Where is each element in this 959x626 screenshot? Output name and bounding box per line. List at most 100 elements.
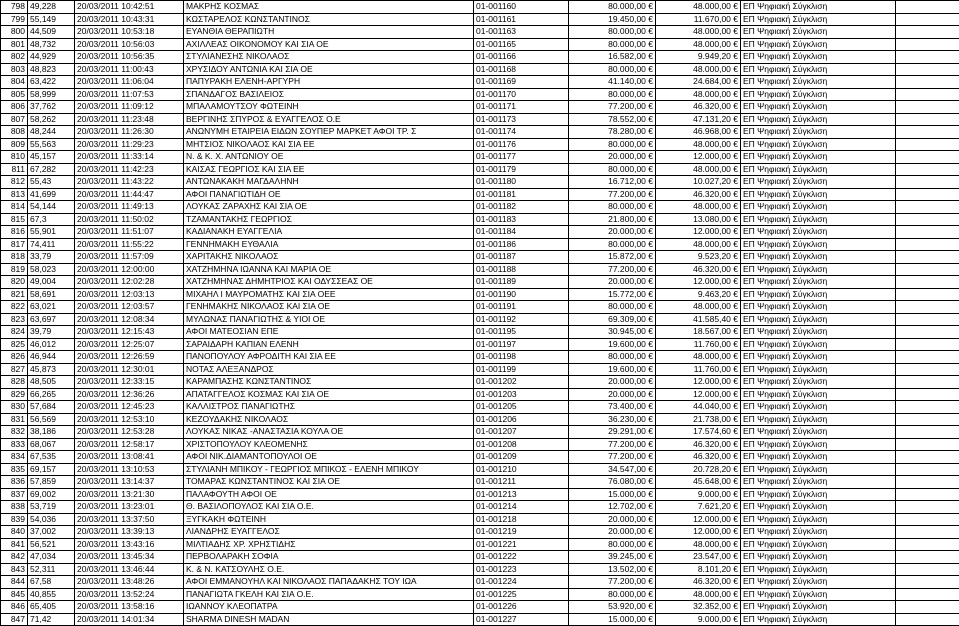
table-row: 81567,320/03/2011 11:50:02ΤΖΑΜΑΝΤΑΚΗΣ ΓΕ… [1, 213, 959, 226]
table-cell [896, 551, 959, 564]
table-cell: 77.200,00 € [569, 263, 656, 276]
table-cell: 20/03/2011 11:23:48 [75, 113, 184, 126]
table-cell: 20/03/2011 11:51:07 [75, 226, 184, 239]
table-cell: ΕΠ Ψηφιακή Σύγκλιση [741, 288, 896, 301]
table-cell: 20.000,00 € [569, 388, 656, 401]
table-cell: ΕΠ Ψηφιακή Σύγκλιση [741, 513, 896, 526]
table-cell: 47.131,20 € [656, 113, 741, 126]
table-cell [896, 313, 959, 326]
table-cell: 80.000,00 € [569, 88, 656, 101]
table-cell: 825 [1, 338, 28, 351]
table-cell: 812 [1, 176, 28, 189]
table-cell: 20/03/2011 12:26:59 [75, 351, 184, 364]
table-cell [896, 426, 959, 439]
table-cell [896, 88, 959, 101]
table-cell: 811 [1, 163, 28, 176]
table-cell: 20/03/2011 11:50:02 [75, 213, 184, 226]
table-cell: 20.000,00 € [569, 226, 656, 239]
table-cell [896, 613, 959, 626]
table-cell: 809 [1, 138, 28, 151]
table-cell: 20/03/2011 12:00:00 [75, 263, 184, 276]
table-cell [896, 463, 959, 476]
table-cell: 01-001173 [474, 113, 569, 126]
table-cell: Κ. & Ν. ΚΑΤΣΟΥΛΗΣ Ο.Ε. [184, 563, 474, 576]
table-cell: 01-001170 [474, 88, 569, 101]
table-cell: 810 [1, 151, 28, 164]
table-cell: 833 [1, 438, 28, 451]
table-cell: 20/03/2011 12:03:13 [75, 288, 184, 301]
table-cell: 18.567,00 € [656, 326, 741, 339]
table-cell [896, 113, 959, 126]
table-cell: 20/03/2011 12:58:17 [75, 438, 184, 451]
table-cell: 20/03/2011 10:56:03 [75, 38, 184, 51]
table-cell [896, 76, 959, 89]
table-cell [896, 263, 959, 276]
table-cell: 48.000,00 € [656, 88, 741, 101]
table-cell: 44,509 [28, 26, 75, 39]
table-cell: 20/03/2011 12:25:07 [75, 338, 184, 351]
table-cell: 01-001197 [474, 338, 569, 351]
table-cell: 66,265 [28, 388, 75, 401]
table-cell: 15.000,00 € [569, 488, 656, 501]
table-cell: SHARMA DINESH MADAN [184, 613, 474, 626]
table-cell: 20/03/2011 12:45:23 [75, 401, 184, 414]
table-cell: 63,021 [28, 301, 75, 314]
table-row: 84467,5820/03/2011 13:48:26ΑΦΟΙ ΕΜΜΑΝΟΥΗ… [1, 576, 959, 589]
table-cell: ΓΕΝΗΜΑΚΗΣ ΝΙΚΟΛΑΟΣ ΚΑΙ ΣΙΑ ΟΕ [184, 301, 474, 314]
table-cell: 846 [1, 601, 28, 614]
table-cell: ΑΦΟΙ ΝΙΚ.ΔΙΑΜΑΝΤΟΠΟΥΛΟΙ ΟΕ [184, 451, 474, 464]
table-cell: ΜΙΧΑΗΛ Ι ΜΑΥΡΟΜΑΤΗΣ ΚΑΙ ΣΙΑ ΟΕΕ [184, 288, 474, 301]
table-cell: 01-001224 [474, 576, 569, 589]
table-cell: ΣΤΥΛΙΑΝΗ ΜΠΙΚΟΥ - ΓΕΩΡΓΙΟΣ ΜΠΙΚΟΣ - ΕΛΕΝ… [184, 463, 474, 476]
table-cell [896, 401, 959, 414]
table-cell: 80.000,00 € [569, 63, 656, 76]
table-cell: 01-001205 [474, 401, 569, 414]
table-cell: 19.600,00 € [569, 338, 656, 351]
table-cell: ΕΠ Ψηφιακή Σύγκλιση [741, 526, 896, 539]
table-cell: 9.949,20 € [656, 51, 741, 64]
table-cell: 52,311 [28, 563, 75, 576]
table-cell [896, 476, 959, 489]
table-cell: 8.101,20 € [656, 563, 741, 576]
table-cell [896, 51, 959, 64]
table-cell: 58,999 [28, 88, 75, 101]
table-cell: ΑΠΑΤΑΓΓΕΛΟΣ ΚΟΣΜΑΣ ΚΑΙ ΣΙΑ ΟΕ [184, 388, 474, 401]
table-cell: ΧΡΥΣΙΔΟΥ ΑΝΤΩΝΙΑ ΚΑΙ ΣΙΑ ΟΕ [184, 63, 474, 76]
table-row: 84665,40520/03/2011 13:58:16ΙΩΑΝΝΟΥ ΚΛΕΟ… [1, 601, 959, 614]
data-table: 79849,22820/03/2011 10:42:51ΜΑΚΡΗΣ ΚΟΣΜΑ… [0, 0, 959, 626]
table-cell: 63,697 [28, 313, 75, 326]
table-cell: 39.245,00 € [569, 551, 656, 564]
table-cell: ΜΙΛΤΙΑΔΗΣ ΧΡ. ΧΡΗΣΤΙΔΗΣ [184, 538, 474, 551]
table-cell: ΕΠ Ψηφιακή Σύγκλιση [741, 613, 896, 626]
table-cell: 9.000,00 € [656, 613, 741, 626]
table-cell: 57,859 [28, 476, 75, 489]
table-cell: ΛΟΥΚΑΣ ΖΑΡΑΧΗΣ ΚΑΙ ΣΙΑ ΟΕ [184, 201, 474, 214]
table-body: 79849,22820/03/2011 10:42:51ΜΑΚΡΗΣ ΚΟΣΜΑ… [1, 1, 959, 626]
table-cell: 01-001222 [474, 551, 569, 564]
table-cell: 843 [1, 563, 28, 576]
table-cell: 20/03/2011 12:02:28 [75, 276, 184, 289]
table-cell [896, 451, 959, 464]
table-cell: 20/03/2011 13:14:37 [75, 476, 184, 489]
table-cell: 63,422 [28, 76, 75, 89]
table-cell: 20/03/2011 11:49:13 [75, 201, 184, 214]
table-row: 79955,14920/03/2011 10:43:31ΚΩΣΤΑΡΕΛΟΣ Κ… [1, 13, 959, 26]
table-cell: ΕΠ Ψηφιακή Σύγκλιση [741, 551, 896, 564]
table-cell: 20/03/2011 13:58:16 [75, 601, 184, 614]
table-cell: ΕΠ Ψηφιακή Σύγκλιση [741, 101, 896, 114]
table-cell: 20/03/2011 12:33:15 [75, 376, 184, 389]
table-cell: 20/03/2011 11:06:04 [75, 76, 184, 89]
table-row: 81655,90120/03/2011 11:51:07ΚΑΔΙΑΝΑΚΗ ΕΥ… [1, 226, 959, 239]
table-cell: 820 [1, 276, 28, 289]
table-cell: 839 [1, 513, 28, 526]
table-cell: ΕΠ Ψηφιακή Σύγκλιση [741, 563, 896, 576]
table-cell: ΠΑΠΥΡΑΚΗ ΕΛΕΝΗ-ΑΡΓΥΡΗ [184, 76, 474, 89]
table-cell: ΤΟΜΑΡΑΣ ΚΩΝΣΤΑΝΤΙΝΟΣ ΚΑΙ ΣΙΑ ΟΕ [184, 476, 474, 489]
table-cell [896, 413, 959, 426]
table-cell: 55,149 [28, 13, 75, 26]
table-cell: 48.000,00 € [656, 238, 741, 251]
table-cell: 20/03/2011 13:10:53 [75, 463, 184, 476]
table-cell: 837 [1, 488, 28, 501]
table-cell: 798 [1, 1, 28, 14]
table-cell: 44.040,00 € [656, 401, 741, 414]
